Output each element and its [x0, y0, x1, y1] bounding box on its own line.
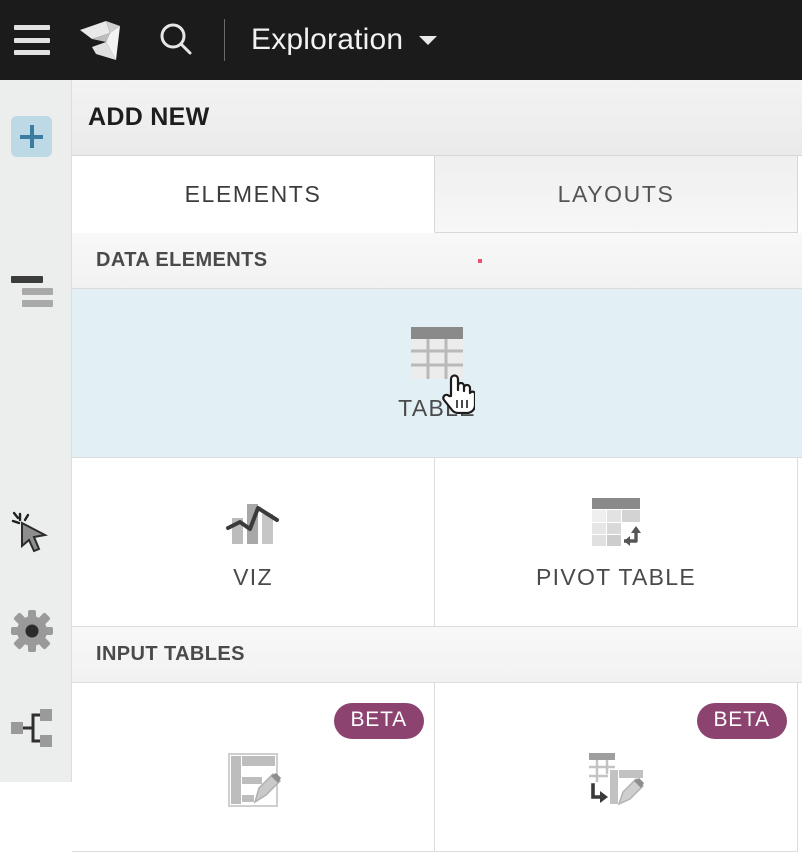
- pivot-table-icon: [588, 494, 644, 550]
- element-card-table[interactable]: TABLE: [72, 289, 802, 458]
- plus-icon-vertical: [29, 125, 34, 148]
- sidebar-item-hierarchy[interactable]: [9, 705, 55, 751]
- list-line: [22, 288, 53, 295]
- card-row: TABLE: [72, 289, 802, 458]
- chevron-down-icon[interactable]: [419, 35, 438, 45]
- red-marker-dot: [478, 259, 482, 263]
- sidebar-item-settings[interactable]: [9, 608, 55, 654]
- table-icon: [409, 325, 465, 381]
- gear-icon: [11, 610, 53, 652]
- list-line: [22, 300, 53, 307]
- card-label: TABLE: [398, 394, 476, 421]
- panel-tabs: ELEMENTS LAYOUTS: [72, 156, 802, 233]
- input-table-edit-icon: [225, 752, 282, 808]
- hamburger-line: [14, 25, 50, 30]
- sidebar-item-interactions[interactable]: [9, 510, 55, 556]
- card-label: PIVOT TABLE: [535, 563, 697, 590]
- node-tree-icon: [11, 709, 52, 747]
- add-new-panel: ADD NEW ELEMENTS LAYOUTS DATA ELEMENTS: [72, 80, 802, 852]
- top-bar: Exploration: [0, 0, 802, 80]
- chart-bars-line-icon: [225, 494, 281, 550]
- card-row: BETA BETA: [72, 683, 802, 852]
- section-title: DATA ELEMENTS: [96, 249, 268, 271]
- card-label: VIZ: [233, 563, 273, 590]
- section-title: INPUT TABLES: [96, 643, 245, 665]
- header-divider: [224, 19, 225, 61]
- element-card-derived-input-table[interactable]: BETA: [435, 683, 798, 852]
- sidebar-item-content-list[interactable]: [11, 276, 53, 310]
- element-card-pivot-table[interactable]: PIVOT TABLE: [435, 458, 798, 627]
- hamburger-line: [14, 50, 50, 55]
- list-lines-icon: [11, 276, 43, 283]
- derived-input-table-icon: [588, 752, 645, 808]
- panel-header: ADD NEW: [72, 80, 802, 156]
- add-button[interactable]: [11, 116, 52, 157]
- element-card-viz[interactable]: VIZ: [72, 458, 435, 627]
- status-badge: BETA: [333, 703, 424, 739]
- panel-title: ADD NEW: [88, 103, 210, 131]
- hamburger-menu-icon[interactable]: [14, 25, 50, 55]
- section-header-data-elements: DATA ELEMENTS: [72, 233, 802, 289]
- tab-layouts[interactable]: LAYOUTS: [435, 156, 798, 233]
- origami-bird-logo[interactable]: [76, 16, 128, 64]
- status-badge: BETA: [696, 703, 787, 739]
- click-cursor-icon: [11, 511, 49, 553]
- tab-elements[interactable]: ELEMENTS: [72, 156, 435, 233]
- page-title: Exploration: [251, 23, 404, 56]
- section-header-input-tables: INPUT TABLES: [72, 627, 802, 683]
- search-icon[interactable]: [154, 18, 198, 62]
- card-row: VIZ PI: [72, 458, 802, 627]
- element-card-input-table[interactable]: BETA: [72, 683, 435, 852]
- hamburger-line: [14, 37, 50, 43]
- left-rail: [0, 80, 72, 782]
